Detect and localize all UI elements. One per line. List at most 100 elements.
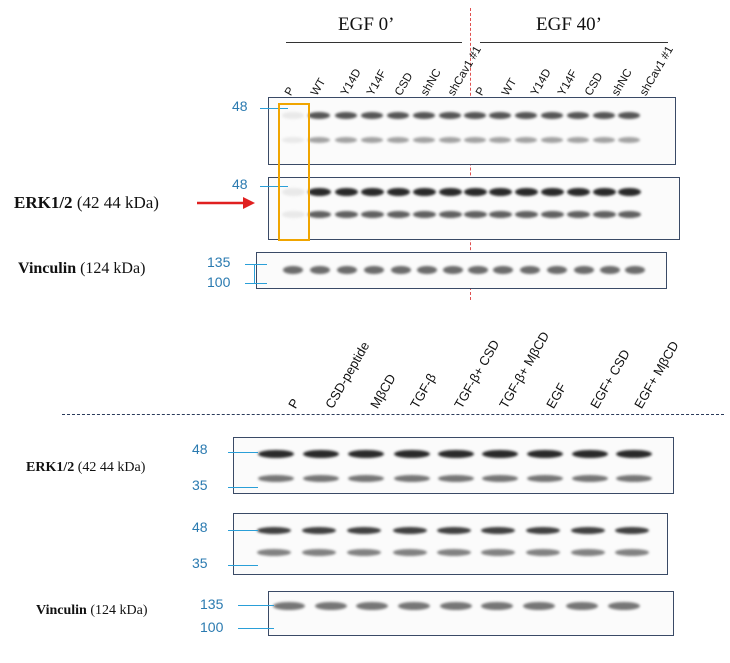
lane-label: TGF-β	[407, 370, 440, 411]
erk-row-label: ERK1/2 (42 44 kDa)	[14, 193, 159, 213]
mw-48-label: 48	[192, 519, 208, 535]
protein-band	[540, 188, 564, 196]
vinculin-row-label-top: Vinculin (124 kDa)	[18, 260, 145, 278]
protein-band	[618, 137, 640, 143]
protein-band	[335, 137, 357, 143]
protein-band	[394, 475, 430, 482]
lane-label: Y14D	[529, 67, 554, 98]
protein-band	[438, 475, 474, 482]
protein-band	[307, 211, 331, 218]
lane-label: shCav1 #1	[638, 44, 676, 98]
protein-band	[303, 475, 339, 482]
protein-band	[567, 137, 589, 143]
protein-band	[625, 266, 645, 274]
protein-band	[493, 266, 513, 274]
mw-48-tick	[260, 186, 288, 187]
protein-band	[310, 266, 330, 274]
protein-band	[527, 475, 563, 482]
vinculin-label-kda: (124 kDa)	[76, 260, 146, 277]
protein-band	[283, 266, 303, 274]
protein-band	[413, 137, 435, 143]
protein-band	[489, 112, 511, 119]
protein-band	[463, 188, 487, 196]
mw-bracket	[254, 264, 255, 283]
protein-band	[258, 475, 294, 482]
mw-100-tick	[245, 283, 267, 284]
erk-label-bold: ERK1/2	[26, 460, 75, 475]
protein-band	[464, 112, 486, 119]
protein-band	[571, 527, 605, 534]
mw-35-tick	[228, 487, 258, 488]
mw-35-label: 35	[192, 555, 208, 571]
protein-band	[282, 112, 304, 119]
protein-band	[439, 112, 461, 119]
protein-band	[393, 527, 427, 534]
protein-band	[348, 450, 384, 458]
protein-band	[520, 266, 540, 274]
protein-band	[412, 211, 436, 218]
erk-blot-egf-exposure-2	[268, 177, 680, 240]
protein-band	[482, 450, 518, 458]
vinculin-blot-bottom	[268, 591, 674, 636]
lane-label: Y14D	[339, 67, 364, 98]
lane-label: EGF+ MβCD	[631, 338, 682, 411]
lane-label: Y14F	[556, 68, 581, 98]
mw-100-label: 100	[200, 619, 224, 635]
lane-label: P	[285, 395, 303, 411]
mw-48-tick	[228, 452, 258, 453]
protein-band	[572, 450, 608, 458]
protein-band	[482, 475, 518, 482]
egf-0-bracket	[286, 42, 462, 43]
vinculin-label-kda: (124 kDa)	[86, 603, 148, 618]
section-divider	[62, 414, 724, 415]
protein-band	[347, 527, 381, 534]
red-arrow-icon	[197, 197, 255, 209]
protein-band	[258, 450, 294, 458]
protein-band	[547, 266, 567, 274]
protein-band	[515, 137, 537, 143]
erk-blot-egf-exposure-1	[268, 97, 676, 165]
protein-band	[302, 527, 336, 534]
protein-band	[617, 188, 641, 196]
protein-band	[281, 211, 305, 218]
lane-label: EGF+ CSD	[587, 346, 633, 411]
protein-band	[615, 527, 649, 534]
protein-band	[566, 188, 590, 196]
mw-135-label: 135	[200, 596, 224, 612]
protein-band	[615, 549, 649, 556]
protein-band	[526, 527, 560, 534]
erk-label-kda: (42 44 kDa)	[74, 460, 146, 475]
p-lane-highlight-box	[278, 103, 310, 241]
protein-band	[302, 549, 336, 556]
protein-band	[593, 112, 615, 119]
lane-label: CSD-peptide	[322, 339, 373, 411]
protein-band	[464, 137, 486, 143]
protein-band	[437, 549, 471, 556]
protein-band	[398, 602, 430, 610]
protein-band	[515, 112, 537, 119]
protein-band	[567, 112, 589, 119]
protein-band	[616, 475, 652, 482]
protein-band	[360, 211, 384, 218]
protein-band	[386, 211, 410, 218]
protein-band	[335, 112, 357, 119]
protein-band	[481, 602, 513, 610]
protein-band	[387, 112, 409, 119]
protein-band	[489, 137, 511, 143]
protein-band	[413, 112, 435, 119]
protein-band	[394, 450, 430, 458]
protein-band	[334, 188, 358, 196]
lane-label: MβCD	[367, 371, 399, 411]
protein-band	[282, 137, 304, 143]
protein-band	[526, 549, 560, 556]
egf-40-bracket	[480, 42, 668, 43]
lane-label: WT	[309, 76, 329, 98]
protein-band	[572, 475, 608, 482]
protein-band	[468, 266, 488, 274]
protein-band	[540, 211, 564, 218]
lane-label: TGF-β+ MβCD	[496, 328, 553, 411]
mw-48-label: 48	[232, 176, 248, 192]
vinculin-label-bold: Vinculin	[18, 260, 77, 277]
protein-band	[391, 266, 411, 274]
protein-band	[281, 188, 305, 196]
